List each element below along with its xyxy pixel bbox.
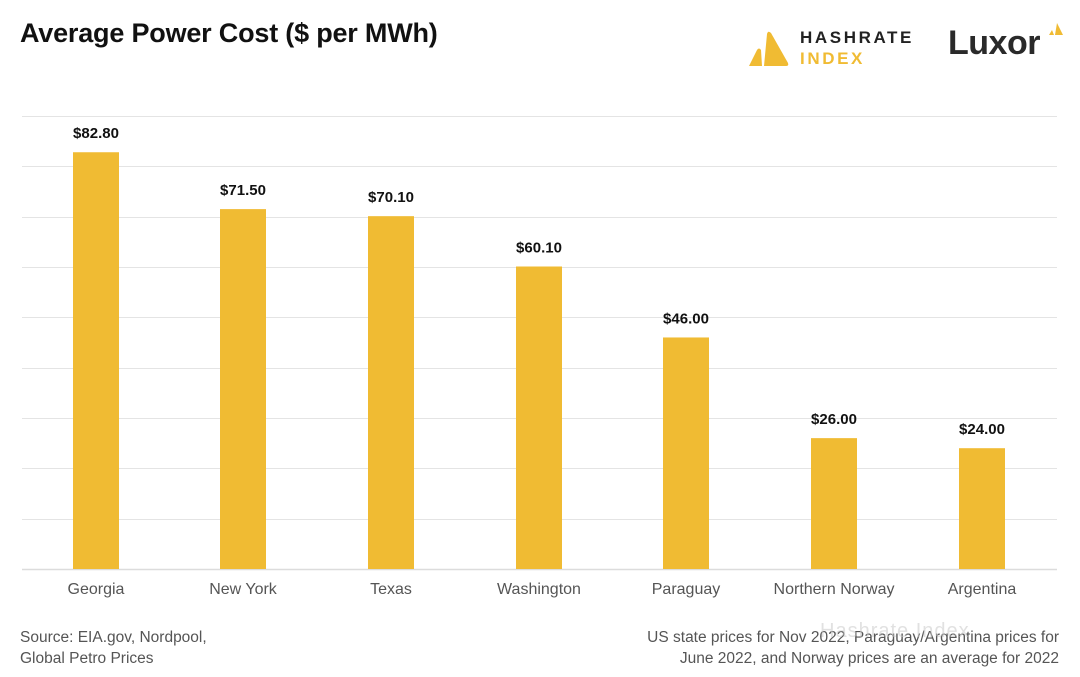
category-label: Northern Norway <box>774 581 895 598</box>
category-labels: Georgia New York Texas Washington Paraguay No… <box>68 581 1017 598</box>
date-note-line-1: US state prices for Nov 2022, Paraguay/A… <box>647 629 1059 646</box>
bar-texas <box>368 216 414 569</box>
value-label: $60.10 <box>516 239 562 256</box>
source-note: Source: EIA.gov, Nordpool, Global Petro … <box>20 627 207 669</box>
source-line-1: Source: EIA.gov, Nordpool, <box>20 629 207 646</box>
value-label: $24.00 <box>959 421 1005 438</box>
luxor-logo: Luxor <box>948 23 1068 68</box>
category-label: Paraguay <box>652 581 721 598</box>
date-note-line-2: June 2022, and Norway prices are an aver… <box>679 650 1059 667</box>
bar-argentina <box>959 448 1005 569</box>
value-labels: $82.80 $71.50 $70.10 $60.10 $46.00 $26.00 $24.… <box>73 125 1005 438</box>
hashrate-index-logo-line2: INDEX <box>800 49 865 68</box>
date-note: US state prices for Nov 2022, Paraguay/A… <box>647 627 1059 669</box>
bar-washington <box>516 266 562 569</box>
hashrate-index-logo: HASHRATE INDEX <box>747 28 917 68</box>
luxor-triangle-icon <box>1049 23 1063 35</box>
category-label: Georgia <box>68 581 125 598</box>
bar-new-york <box>220 209 266 569</box>
category-label: Texas <box>370 581 412 598</box>
hashrate-index-logo-icon <box>749 31 789 66</box>
value-label: $26.00 <box>811 411 857 428</box>
category-label: Washington <box>497 581 581 598</box>
value-label: $71.50 <box>220 182 266 199</box>
category-label: Argentina <box>948 581 1017 598</box>
bars <box>73 152 1005 570</box>
bar-chart: $82.80 $71.50 $70.10 $60.10 $46.00 $26.00 $24.… <box>22 116 1057 598</box>
hashrate-index-logo-line1: HASHRATE <box>800 28 914 47</box>
luxor-logo-text: Luxor <box>948 24 1040 62</box>
value-label: $46.00 <box>663 310 709 327</box>
value-label: $70.10 <box>368 189 414 206</box>
bar-northern-norway <box>811 438 857 569</box>
category-label: New York <box>209 581 278 598</box>
value-label: $82.80 <box>73 125 119 142</box>
bar-georgia <box>73 152 119 570</box>
chart-title: Average Power Cost ($ per MWh) <box>20 18 438 48</box>
bar-paraguay <box>663 337 709 569</box>
source-line-2: Global Petro Prices <box>20 650 154 667</box>
